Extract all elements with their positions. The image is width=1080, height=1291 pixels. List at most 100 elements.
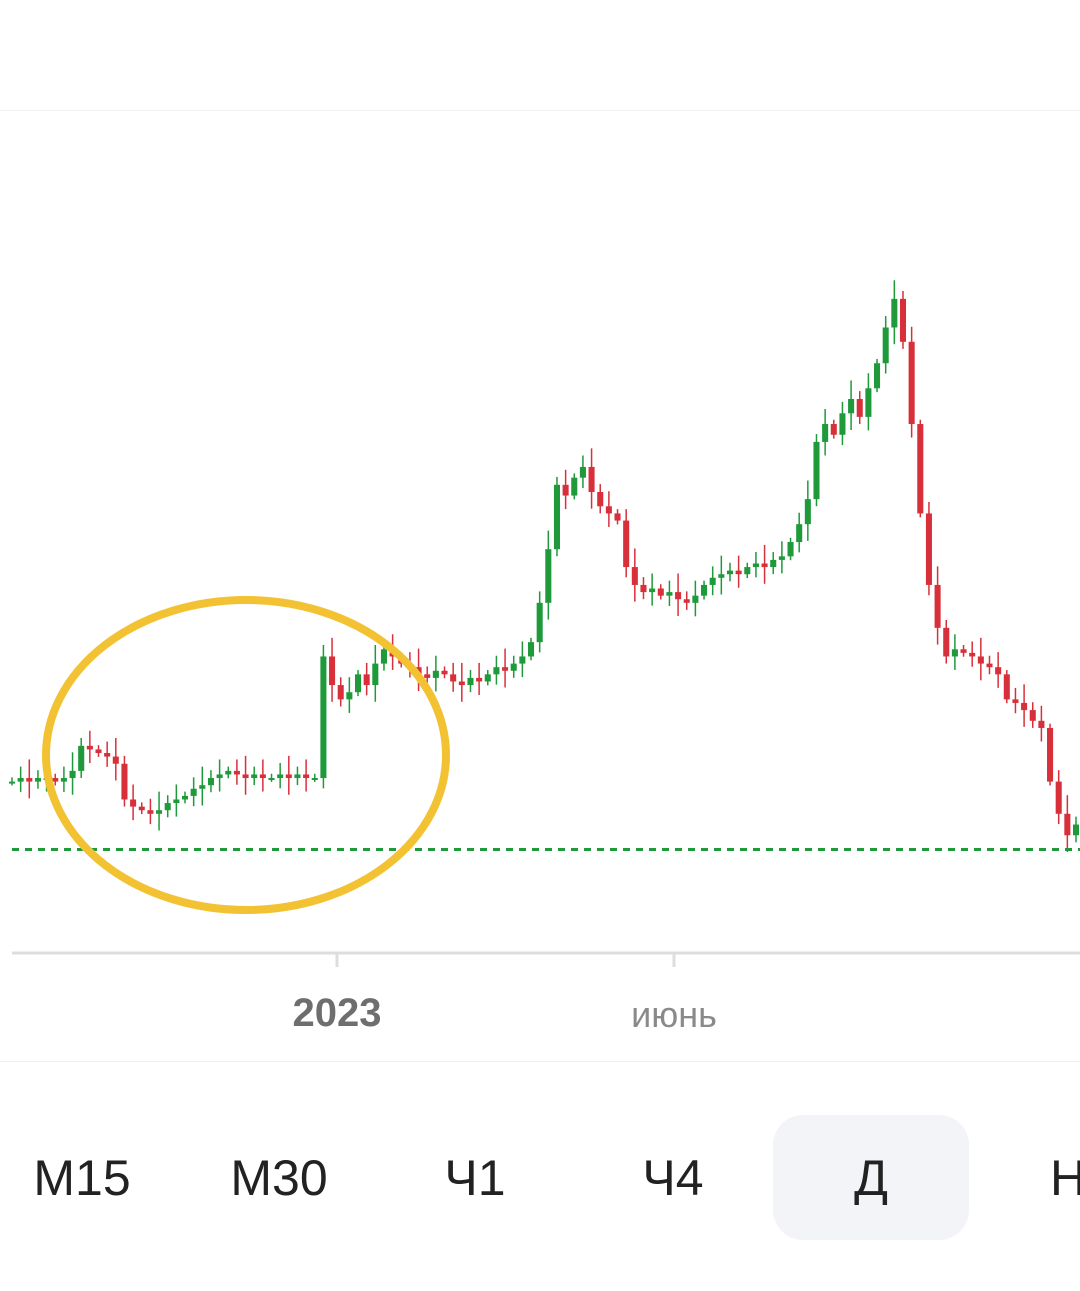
candle-bearish [761, 563, 768, 568]
candle-bullish [527, 642, 535, 657]
candle-bearish [631, 567, 638, 585]
timeframe-h4-button[interactable]: Ч4 [642, 1149, 704, 1206]
candle-bullish [484, 674, 491, 682]
candle-bullish [649, 588, 656, 593]
candle-bullish [493, 667, 500, 675]
candle-bullish [874, 363, 881, 389]
candle-bullish [882, 327, 889, 364]
candle-bullish [718, 574, 725, 578]
candle-bearish [476, 677, 483, 682]
candle-bearish [597, 491, 604, 507]
timeframe-w-button[interactable]: Н [1049, 1149, 1080, 1206]
candle-bearish [1047, 727, 1054, 782]
candle-bearish [986, 663, 993, 668]
candle-bullish [225, 770, 232, 775]
timeframe-h1-button[interactable]: Ч1 [444, 1149, 506, 1206]
candle-bearish [1029, 710, 1036, 721]
candle-bullish [709, 577, 716, 585]
candle-bullish [951, 649, 958, 657]
candle-bullish [744, 567, 751, 575]
timeframe-m15-button[interactable]: М15 [33, 1149, 131, 1206]
candle-bearish [623, 520, 630, 568]
candle-bearish [1021, 702, 1028, 711]
candle-bearish [943, 627, 950, 657]
candle-bearish [925, 513, 932, 585]
candle-bullish [380, 649, 387, 664]
candle-bullish [752, 563, 759, 568]
candle-bearish [735, 570, 742, 575]
candle-bearish [147, 810, 154, 814]
bottom-divider [0, 1061, 1080, 1062]
candle-bearish [441, 670, 448, 675]
candle-bearish [26, 778, 33, 782]
candle-bullish [216, 774, 223, 779]
candle-bullish [354, 674, 362, 693]
candle-bullish [268, 778, 275, 781]
candle-bullish [822, 424, 829, 442]
candle-bullish [207, 778, 214, 786]
candle-bullish [510, 663, 517, 671]
candle-bearish [121, 763, 128, 800]
candle-bullish [251, 774, 258, 779]
candle-bullish [692, 595, 699, 603]
candle-bullish [1072, 824, 1080, 836]
candlestick-chart-svg[interactable]: 2023 июнь [0, 111, 1080, 1061]
candle-bearish [104, 753, 111, 757]
candle-bearish [285, 774, 292, 779]
candle-bullish [372, 663, 379, 686]
candle-bullish [545, 549, 552, 603]
candle-bullish [60, 778, 67, 782]
highlight-ellipse [42, 596, 450, 914]
timeframe-selector: М15 М30 Ч1 Ч4 Д Н [0, 1110, 1080, 1250]
candle-bullish [320, 656, 327, 779]
candle-bearish [917, 424, 924, 514]
candle-bullish [69, 770, 76, 779]
candle-bullish [804, 499, 811, 525]
candle-bearish [112, 756, 119, 764]
candle-bearish [856, 399, 863, 417]
candle-bearish [995, 667, 1002, 675]
candle-bearish [233, 770, 240, 775]
candle-bearish [363, 674, 370, 686]
candle-bullish [8, 781, 16, 784]
candle-bearish [450, 674, 457, 682]
candle-bearish [899, 298, 907, 342]
candle-bearish [977, 656, 984, 664]
candle-bullish [277, 774, 284, 779]
candle-bearish [242, 774, 249, 779]
candle-bearish [424, 674, 431, 678]
candle-bearish [329, 656, 336, 686]
candle-bearish [960, 649, 967, 653]
x-tick-label-june: июнь [631, 994, 717, 1035]
candles-group [8, 280, 1080, 852]
candle-bullish [701, 584, 708, 596]
candle-bearish [605, 506, 612, 514]
candle-bearish [1012, 699, 1019, 703]
candle-bullish [891, 298, 898, 328]
candle-bullish [294, 774, 301, 779]
candle-bearish [303, 774, 310, 779]
candle-bullish [813, 441, 820, 500]
candle-bearish [502, 667, 509, 671]
price-chart[interactable]: 2023 июнь [0, 111, 1080, 1061]
candle-bearish [95, 749, 102, 753]
candle-bearish [588, 466, 595, 492]
candle-bearish [830, 424, 837, 435]
candle-bearish [675, 592, 682, 600]
candle-bullish [519, 656, 526, 664]
timeframe-m30-button[interactable]: М30 [230, 1149, 328, 1206]
candle-bearish [683, 599, 690, 603]
candle-bullish [173, 799, 180, 804]
candle-bullish [778, 556, 785, 560]
candle-bullish [346, 692, 353, 700]
x-tick-label-2023: 2023 [293, 991, 382, 1035]
candle-bullish [181, 795, 189, 800]
candle-bullish [311, 778, 318, 781]
candle-bullish [156, 810, 163, 814]
timeframe-d-button[interactable]: Д [773, 1115, 969, 1240]
candle-bullish [164, 803, 171, 811]
candle-bullish [839, 413, 846, 435]
candle-bullish [571, 477, 578, 496]
top-divider [0, 110, 1080, 111]
candle-bearish [1055, 781, 1062, 814]
